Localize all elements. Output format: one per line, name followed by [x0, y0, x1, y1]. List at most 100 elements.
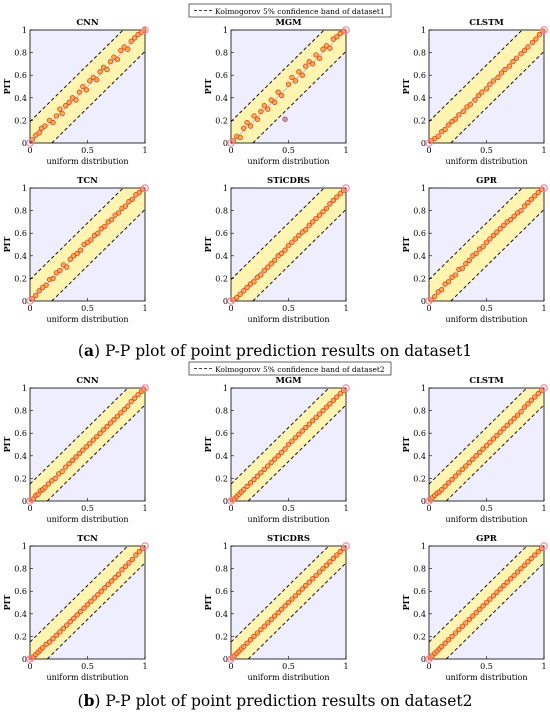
y-tick-label: 0 — [22, 655, 27, 664]
data-point — [532, 193, 538, 199]
start-point-marker — [425, 497, 433, 505]
end-point-marker — [540, 26, 548, 34]
data-point — [285, 81, 292, 87]
data-point — [316, 411, 323, 417]
lower-band-line — [445, 404, 545, 502]
data-point — [495, 74, 501, 81]
panel-title: TCN — [77, 534, 98, 544]
data-point — [278, 250, 285, 257]
x-axis-label: uniform distribution — [446, 315, 528, 324]
data-point — [316, 569, 323, 575]
data-point — [261, 623, 268, 629]
start-point-marker — [26, 297, 34, 305]
data-point — [525, 200, 531, 206]
data-point — [528, 397, 534, 404]
end-point-marker — [540, 184, 548, 192]
y-tick-label: 0.8 — [14, 565, 27, 574]
panel-title: CNN — [76, 18, 99, 28]
y-tick-label: 0.6 — [14, 71, 27, 80]
lower-band-line — [445, 562, 545, 660]
data-point — [282, 603, 288, 609]
data-point — [296, 69, 302, 75]
y-tick-label: 0 — [421, 655, 426, 664]
data-point — [292, 435, 299, 441]
data-point — [483, 86, 490, 92]
data-point — [289, 239, 295, 245]
data-point — [502, 66, 508, 73]
y-tick-label: 0.8 — [215, 407, 228, 416]
y-axis-label: PIT — [401, 595, 411, 611]
data-point — [128, 38, 134, 44]
data-point — [251, 476, 257, 483]
data-point — [272, 613, 278, 619]
x-tick-label: 0 — [228, 304, 233, 313]
data-point — [129, 556, 136, 563]
data-point — [254, 630, 261, 636]
data-point — [77, 247, 84, 253]
y-tick-label: 1 — [223, 542, 228, 551]
data-point — [439, 643, 445, 650]
data-point — [475, 92, 482, 99]
y-tick-label: 0.8 — [215, 565, 228, 574]
data-point — [511, 572, 517, 579]
pp-panel-sticdrs: 0 0.2 0.4 0.6 0.8 1 0 0.5 1 STiCDRS uniform distri… — [203, 534, 350, 682]
y-tick-label: 0.4 — [215, 610, 228, 619]
data-point — [337, 190, 343, 197]
data-point — [518, 51, 524, 57]
data-point — [501, 426, 507, 432]
y-tick-label: 0.8 — [14, 407, 27, 416]
data-point — [327, 201, 333, 207]
panel-title: CNN — [76, 376, 99, 386]
y-tick-label: 1 — [22, 26, 27, 35]
data-point — [97, 69, 103, 75]
data-point — [275, 453, 281, 459]
data-point — [74, 250, 80, 257]
x-tick-label: 0 — [426, 662, 431, 671]
data-point — [323, 404, 330, 410]
data-point — [511, 213, 517, 219]
upper-band-line — [428, 29, 523, 122]
data-point — [289, 438, 295, 444]
data-point — [466, 459, 472, 466]
y-tick-label: 0.8 — [413, 407, 426, 416]
data-point — [535, 391, 541, 397]
y-tick-label: 0.2 — [413, 274, 426, 283]
data-point — [513, 55, 520, 61]
y-tick-label: 0.2 — [215, 474, 228, 483]
data-point — [265, 620, 271, 626]
data-point — [125, 46, 131, 52]
data-point — [102, 585, 108, 591]
pp-panel-gpr: 0 0.2 0.4 0.6 0.8 1 0 0.5 1 GPR uniform distributi… — [401, 176, 548, 324]
data-point — [483, 442, 490, 449]
pp-panel-tcn: 0 0.2 0.4 0.6 0.8 1 0 0.5 1 TCN uniform distributi… — [2, 176, 149, 324]
x-tick-label: 0 — [27, 504, 32, 513]
data-point — [316, 212, 323, 218]
caption-open: ( — [78, 692, 84, 710]
data-point — [282, 116, 288, 122]
data-point — [275, 89, 281, 95]
data-point — [122, 203, 129, 209]
data-point — [521, 203, 528, 209]
pp-panel-mgm: 0 0.2 0.4 0.6 0.8 1 0 0.5 1 MGM uniform distributi… — [203, 18, 350, 166]
y-axis-label: PIT — [401, 79, 411, 95]
data-point — [439, 287, 445, 293]
data-point — [480, 244, 486, 250]
y-tick-label: 1 — [223, 184, 228, 193]
lower-band-line — [252, 51, 347, 144]
data-point — [50, 275, 56, 282]
x-axis-label: uniform distribution — [47, 157, 129, 166]
lower-band-line — [247, 404, 347, 502]
y-tick-label: 1 — [22, 384, 27, 393]
data-point — [445, 122, 452, 128]
x-tick-label: 1 — [142, 662, 147, 671]
data-point — [456, 470, 462, 476]
panel-title: CLSTM — [469, 18, 504, 28]
y-tick-label: 0.4 — [413, 452, 426, 461]
data-point — [275, 610, 281, 616]
data-point — [80, 447, 86, 453]
y-tick-label: 0.4 — [14, 452, 27, 461]
data-point — [494, 589, 500, 595]
data-point — [64, 264, 70, 270]
data-point — [494, 229, 500, 235]
caption-close: ) — [94, 692, 105, 710]
